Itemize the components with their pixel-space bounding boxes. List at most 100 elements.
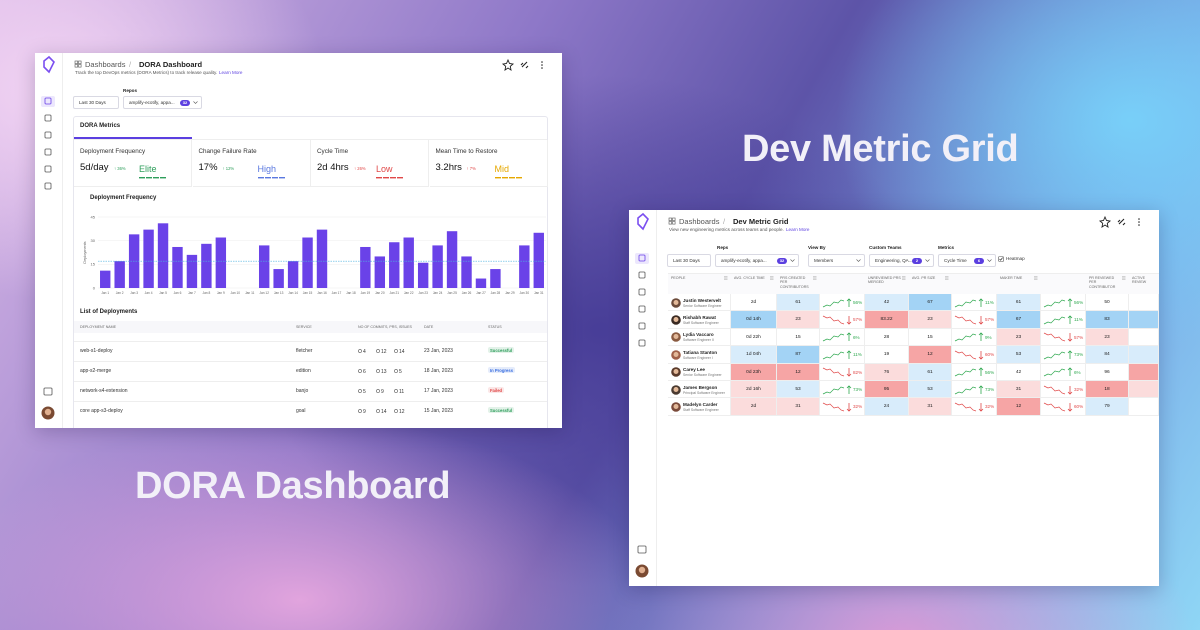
stat-icon	[394, 409, 398, 413]
metric-value: 61	[795, 300, 801, 305]
trend-graphic	[954, 297, 984, 307]
bar	[475, 278, 487, 288]
metric-cell: 15	[909, 328, 952, 347]
headline: Dev Metric Grid	[742, 128, 1019, 170]
teams-filter[interactable]: Engineering, QA... 2	[869, 254, 934, 267]
bar	[143, 229, 154, 288]
metric-value: 42	[883, 300, 890, 305]
person-name: Justin Westervelt	[683, 297, 721, 303]
bar	[302, 237, 313, 288]
link-icon	[520, 61, 529, 69]
level-bar	[376, 177, 403, 179]
metric-cell: 31	[997, 381, 1041, 399]
trend-graphic	[1043, 332, 1073, 342]
repos-filter-text: amplify-ecotify, appa...	[721, 258, 767, 263]
breadcrumb: Dashboards	[85, 59, 126, 69]
person-cell: Madelyn Carder Staff Software Engineer	[668, 398, 731, 416]
stat-count: 9	[363, 409, 366, 415]
filter-label: Metrics	[938, 245, 955, 250]
status: In Progress	[488, 367, 516, 374]
row-divider	[74, 401, 547, 402]
metric-value: 53	[1015, 352, 1022, 358]
trend-cell: 73%	[952, 381, 997, 399]
metric-cell: 76	[865, 363, 909, 381]
logo	[43, 55, 55, 74]
nav-active	[635, 253, 649, 264]
trend-graphic	[1043, 385, 1073, 395]
person-role: Senior Software Engineer	[683, 373, 722, 378]
date-filter[interactable]: Last 30 Days	[73, 96, 119, 109]
bar	[417, 262, 429, 288]
trend-percent: 57%	[1074, 334, 1084, 340]
trend-arrow	[1067, 402, 1073, 412]
x-tick-label: Jan 30	[520, 291, 530, 295]
row-divider	[74, 381, 547, 382]
x-tick-label: Jan 24	[433, 291, 443, 295]
repos-filter[interactable]: amplify-ecotify, appa... 32	[715, 254, 799, 267]
metric-value: 12	[927, 352, 933, 358]
sparkline	[1043, 385, 1066, 394]
bar	[432, 245, 443, 288]
person-cell: James Bergson Principal Software Engineer	[668, 381, 731, 399]
trend-percent: 32%	[1074, 387, 1084, 392]
trend-arrow	[978, 402, 984, 412]
metric-cell: 83.22	[865, 311, 909, 329]
metric-value: 1d 04h	[746, 352, 761, 358]
bar	[490, 269, 501, 288]
dora-screenshot: Dashboards / DORA Dashboard Track the top D…	[35, 53, 562, 428]
repos-filter[interactable]: amplify-ecotify, appa... 32	[123, 96, 202, 109]
bar	[201, 243, 212, 288]
metrics-filter[interactable]: Cycle Time 6	[938, 254, 996, 267]
metric-value: 76	[883, 369, 890, 375]
trend-percent: 32%	[853, 404, 863, 410]
metric-cell: 12	[777, 363, 820, 381]
metric-cell	[1129, 398, 1159, 416]
checkbox	[998, 256, 1004, 262]
column-header: DATE	[424, 325, 434, 329]
metric-cell: 19	[865, 346, 909, 364]
person-role: Staff Software Engineer	[683, 320, 719, 325]
column-menu-icon	[945, 276, 949, 280]
learn-more-link: Learn More	[219, 70, 243, 75]
caret	[790, 259, 795, 262]
metric-value: 23	[795, 317, 801, 323]
stat-count: 5	[399, 369, 402, 375]
trend-arrow	[846, 368, 852, 377]
commit-icons: 4 12 14	[358, 349, 405, 355]
metric-value: 83.22	[880, 317, 893, 323]
stat-icon	[358, 349, 362, 353]
sparkline	[1043, 299, 1066, 307]
metric-name: Mean Time to Restore	[435, 148, 498, 155]
trend-cell: 11%	[820, 346, 865, 364]
trend-percent: 56%	[853, 300, 863, 305]
metric-cell: 0d 14h	[731, 311, 777, 329]
sparkline	[822, 351, 845, 360]
metric-cell: 23	[909, 311, 952, 329]
checkmark	[999, 257, 1003, 261]
trend-graphic	[1043, 367, 1073, 377]
metric-value: 79	[1104, 404, 1110, 410]
sparkline	[954, 368, 977, 377]
date-filter-text: Last 30 Days	[673, 258, 700, 263]
status: Successful	[488, 407, 515, 414]
sparkline	[822, 386, 845, 394]
nav-icon	[638, 322, 646, 330]
grid-square	[74, 60, 78, 64]
date-filter-text: Last 30 Days	[79, 100, 106, 105]
bar	[316, 229, 328, 288]
gift-icon	[637, 545, 647, 554]
menu-dot	[1138, 224, 1140, 226]
gift-icon	[43, 387, 53, 396]
grid-screenshot: Dashboards / Dev Metric Grid View new engin…	[629, 210, 1159, 586]
view-by-filter[interactable]: Members	[808, 254, 865, 267]
bar	[287, 261, 299, 288]
trend-percent: 56%	[985, 369, 995, 375]
level-segment	[376, 177, 382, 179]
stat-count: 9	[381, 389, 384, 395]
date-filter[interactable]: Last 30 Days	[667, 254, 711, 267]
sidebar	[35, 53, 63, 428]
dropdown-caret	[193, 101, 198, 104]
status: Failed	[488, 387, 505, 394]
bar	[100, 270, 111, 288]
avatar	[671, 384, 681, 395]
